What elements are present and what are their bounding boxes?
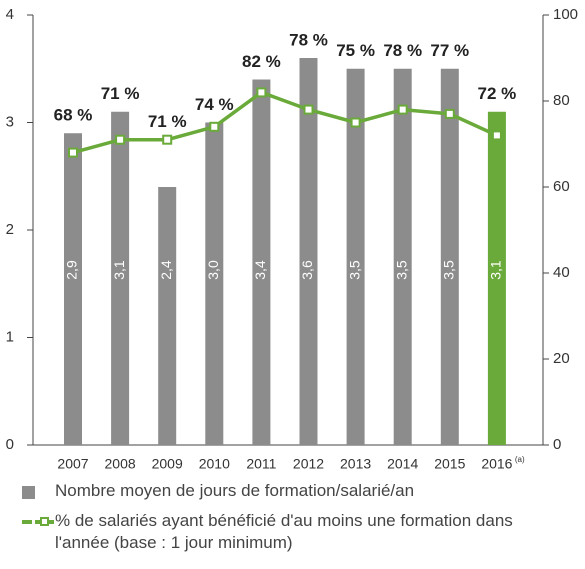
bar: [64, 133, 82, 445]
legend-label: Nombre moyen de jours de formation/salar…: [55, 481, 415, 500]
y-tick-label: 0: [6, 436, 14, 453]
line-marker: [444, 108, 455, 119]
line-marker: [350, 117, 361, 128]
bar-value-label: 2,4: [158, 260, 174, 280]
line-marker: [162, 134, 173, 145]
x-tick-note: (a): [515, 455, 525, 464]
x-tick-label: 2016: [481, 456, 512, 472]
chart: 012340204060801002,920073,120082,420093,…: [6, 6, 578, 472]
x-tick-label: 2014: [387, 456, 418, 472]
line-marker: [209, 121, 220, 132]
bar-value-label: 3,4: [252, 260, 268, 280]
y-tick-label: 3: [6, 113, 14, 130]
y-tick-label: 4: [6, 6, 14, 23]
legend-item: Nombre moyen de jours de formation/salar…: [0, 480, 570, 502]
y2-tick-label: 100: [553, 6, 578, 23]
line-value-label: 71 %: [101, 84, 140, 103]
x-tick-label: 2012: [293, 456, 324, 472]
line-value-label: 74 %: [195, 95, 234, 114]
bar: [346, 68, 365, 445]
bar-value-label: 3,6: [299, 260, 315, 280]
bar-value-label: 3,1: [488, 260, 504, 280]
x-tick-label: 2008: [105, 456, 136, 472]
legend-item: % de salariés ayant bénéficié d'au moins…: [0, 510, 570, 554]
bar: [393, 68, 412, 445]
y2-tick-label: 80: [553, 92, 570, 109]
line-marker: [491, 130, 502, 141]
line-value-label: 77 %: [430, 41, 469, 60]
bar-value-label: 3,1: [111, 260, 127, 280]
y2-tick-label: 60: [553, 178, 570, 195]
x-tick-label: 2007: [57, 456, 88, 472]
line-value-label: 71 %: [148, 112, 187, 131]
y2-tick-label: 0: [553, 436, 561, 453]
bar-value-label: 3,5: [441, 260, 457, 280]
line-marker: [68, 147, 78, 158]
line-marker: [115, 134, 126, 145]
legend-swatch: [22, 486, 35, 499]
y2-tick-label: 40: [553, 264, 570, 281]
y-tick-label: 2: [6, 221, 14, 238]
legend-label: % de salariés ayant bénéficié d'au moins…: [55, 511, 513, 552]
line-value-label: 78 %: [289, 30, 328, 49]
y2-tick-label: 20: [553, 350, 570, 367]
bar: [299, 58, 318, 445]
legend-swatch-bar: [22, 486, 35, 499]
line: [72, 90, 498, 155]
bar-value-label: 3,0: [205, 260, 221, 280]
line-marker: [303, 104, 314, 115]
x-tick-label: 2009: [152, 456, 183, 472]
x-tick-label: 2010: [199, 456, 230, 472]
bar: [440, 68, 459, 445]
x-tick-label: 2015: [434, 456, 465, 472]
line-marker: [397, 104, 408, 115]
bar: [111, 111, 130, 445]
legend: Nombre moyen de jours de formation/salar…: [0, 480, 585, 562]
bar-value-label: 3,5: [346, 260, 362, 280]
bar: [205, 122, 224, 445]
bar-value-label: 3,5: [393, 260, 409, 280]
bar: [487, 111, 506, 445]
bar: [252, 79, 271, 445]
line-value-label: 68 %: [54, 106, 93, 125]
line-value-label: 72 %: [478, 84, 517, 103]
line-value-label: 78 %: [383, 41, 422, 60]
line-marker: [256, 87, 267, 98]
line-value-label: 75 %: [336, 41, 375, 60]
bar: [158, 187, 177, 445]
x-tick-label: 2011: [246, 456, 276, 472]
y-tick-label: 1: [6, 328, 14, 345]
x-tick-label: 2013: [340, 456, 371, 472]
legend-swatch-marker: [40, 517, 49, 526]
legend-swatch: [22, 517, 54, 526]
bar-value-label: 2,9: [64, 260, 80, 280]
line-value-label: 82 %: [242, 52, 281, 71]
